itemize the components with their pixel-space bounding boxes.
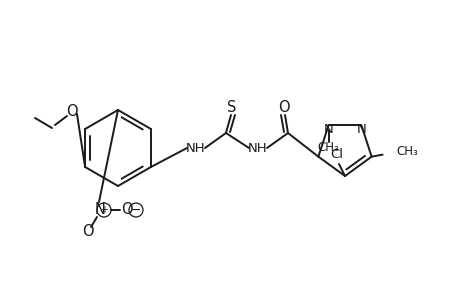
Text: O: O (82, 224, 94, 239)
Text: NH: NH (248, 142, 267, 154)
Text: CH₃: CH₃ (317, 141, 339, 154)
Text: N: N (95, 202, 105, 217)
Text: −: − (130, 203, 141, 217)
Text: O: O (66, 104, 78, 119)
Text: O: O (278, 100, 289, 116)
Text: N: N (356, 123, 365, 136)
Text: CH₃: CH₃ (396, 145, 418, 158)
Text: Cl: Cl (330, 148, 343, 160)
Text: N: N (323, 123, 333, 136)
Text: +: + (100, 205, 108, 215)
Text: O: O (121, 202, 133, 217)
Text: S: S (227, 100, 236, 116)
Text: NH: NH (186, 142, 205, 154)
